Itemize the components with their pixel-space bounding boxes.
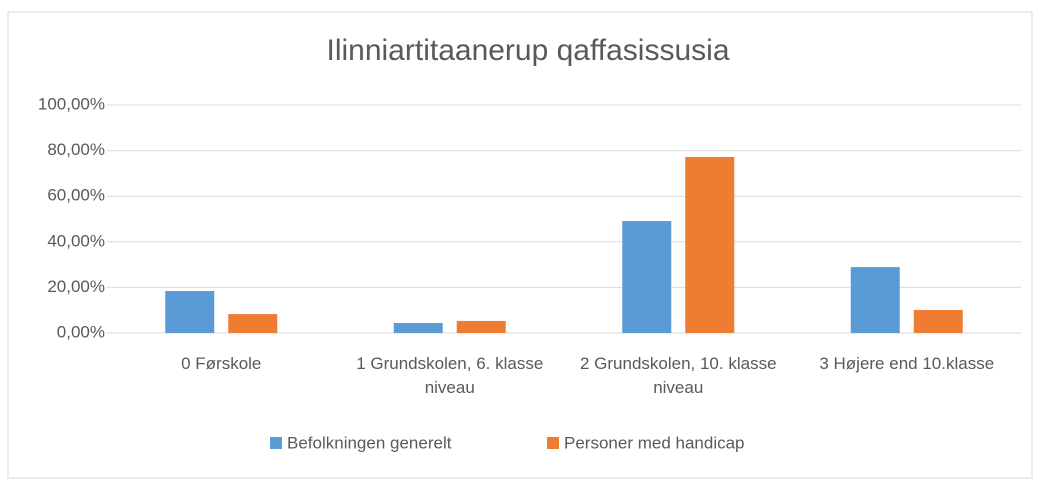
legend-swatch bbox=[547, 437, 559, 449]
bar bbox=[228, 314, 278, 333]
y-tick-label: 40,00% bbox=[47, 231, 105, 250]
bar bbox=[393, 322, 443, 333]
y-tick-label: 80,00% bbox=[47, 140, 105, 159]
y-tick-label: 0,00% bbox=[57, 322, 105, 341]
bar bbox=[685, 156, 735, 333]
x-tick-label: 3 Højere end 10.klasse bbox=[819, 354, 995, 373]
bar bbox=[913, 309, 963, 333]
chart-border bbox=[7, 11, 1033, 479]
x-tick-label: 1 Grundskolen, 6. klasse niveau bbox=[356, 354, 544, 397]
x-tick-label: 2 Grundskolen, 10. klasse niveau bbox=[579, 354, 777, 397]
chart-title: Ilinniartitaanerup qaffasissusia bbox=[326, 34, 729, 67]
bar bbox=[456, 320, 506, 333]
y-tick-label: 20,00% bbox=[47, 277, 105, 296]
bar bbox=[850, 267, 900, 333]
legend-swatch bbox=[270, 437, 282, 449]
legend-label: Personer med handicap bbox=[564, 433, 745, 452]
y-tick-label: 60,00% bbox=[47, 186, 105, 205]
legend-label: Befolkningen generelt bbox=[287, 433, 452, 452]
y-tick-label: 100,00% bbox=[38, 94, 105, 113]
bar bbox=[622, 221, 672, 333]
x-tick-label: 0 Førskole bbox=[181, 354, 262, 373]
bar bbox=[165, 291, 215, 333]
